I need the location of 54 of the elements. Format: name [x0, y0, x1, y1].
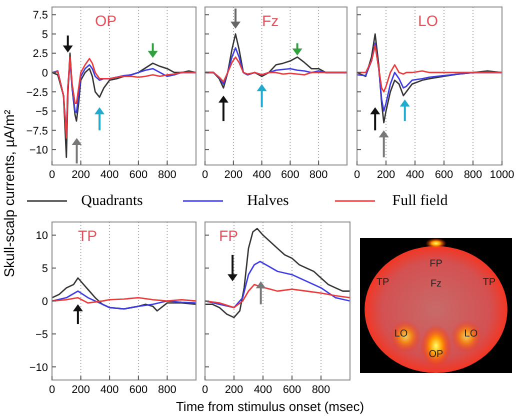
chart-title: OP [95, 13, 117, 30]
y-tick-label: 7.5 [32, 10, 48, 22]
chart-title: Fz [262, 13, 279, 30]
text: TP [376, 277, 390, 288]
x-tick-label: 800 [158, 169, 176, 181]
y-tick-label: 0 [42, 68, 48, 80]
x-tick-label: 800 [312, 384, 330, 396]
text: LO [464, 328, 478, 340]
text: TP [482, 277, 496, 288]
y-tick-label: −10 [29, 144, 48, 157]
chart-title: TP [78, 228, 98, 245]
text: LO [394, 328, 408, 340]
x-tick-label: 1000 [490, 169, 514, 181]
chart-title: FP [219, 228, 238, 245]
text: FP [430, 258, 443, 270]
legend-label: Halves [247, 193, 289, 209]
x-tick-label: 200 [72, 384, 90, 396]
x-tick-label: 600 [129, 384, 148, 396]
x-tick-label: 0 [202, 169, 208, 181]
x-tick-label: 600 [281, 169, 300, 181]
legend-label: Full field [392, 193, 448, 209]
legend-label: Quadrants [81, 193, 143, 209]
x-tick-label: 400 [254, 384, 272, 396]
chart-title: LO [418, 13, 438, 30]
y-tick-label: 2.5 [32, 48, 48, 60]
x-tick-label: 400 [252, 169, 271, 181]
x-tick-label: 0 [354, 169, 360, 181]
x-tick-label: 600 [434, 169, 454, 181]
x-tick-label: 200 [224, 384, 244, 396]
text: OP [428, 348, 444, 360]
y-tick-label: 5 [42, 263, 48, 276]
x-tick-label: 400 [100, 384, 119, 396]
x-tick-label: 600 [129, 169, 148, 181]
x-tick-label: 400 [100, 169, 119, 181]
x-tick-label: 200 [376, 169, 396, 181]
x-tick-label: 400 [406, 169, 424, 181]
y-tick-label: 10 [36, 230, 48, 242]
x-tick-label: 800 [158, 384, 176, 396]
y-tick-label: −5 [35, 328, 48, 341]
y-tick-label: 5 [42, 28, 48, 41]
y-tick-label: −2.5 [26, 86, 48, 99]
y-tick-label: −5 [35, 106, 48, 118]
x-tick-label: 600 [282, 384, 302, 396]
x-tick-label: 800 [464, 169, 482, 181]
x-tick-label: 800 [309, 169, 328, 181]
x-tick-label: 200 [224, 169, 243, 181]
y-tick-label: −7.5 [26, 125, 48, 138]
x-tick-label: 200 [72, 169, 90, 181]
y-tick-label: 0 [42, 296, 48, 308]
x-tick-label: 0 [202, 384, 208, 396]
y-tick-label: −10 [29, 362, 48, 374]
x-axis-title: Time from stimulus onset (msec) [176, 399, 364, 414]
text: Fz [430, 278, 442, 290]
y-axis-title: Skull-scalp currents, µA/m² [1, 109, 17, 278]
